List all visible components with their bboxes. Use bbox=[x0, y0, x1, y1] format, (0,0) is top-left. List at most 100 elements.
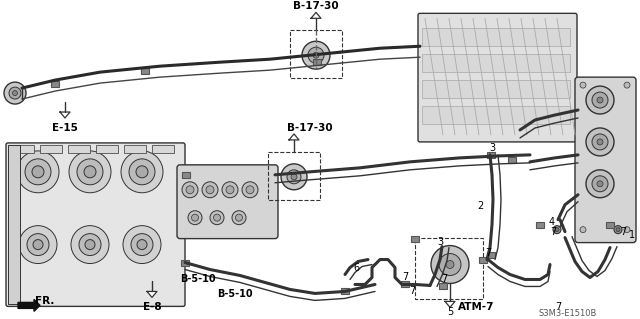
Polygon shape bbox=[18, 300, 40, 311]
Circle shape bbox=[580, 82, 586, 88]
Polygon shape bbox=[289, 134, 298, 139]
Circle shape bbox=[287, 170, 301, 184]
Circle shape bbox=[586, 128, 614, 156]
Circle shape bbox=[25, 159, 51, 185]
Circle shape bbox=[580, 226, 586, 233]
Circle shape bbox=[206, 186, 214, 194]
Circle shape bbox=[302, 41, 330, 69]
Circle shape bbox=[597, 97, 603, 103]
Circle shape bbox=[33, 240, 43, 249]
FancyBboxPatch shape bbox=[177, 165, 278, 239]
Text: 1: 1 bbox=[629, 230, 635, 240]
Bar bbox=[422, 106, 570, 124]
Circle shape bbox=[439, 254, 461, 276]
Circle shape bbox=[121, 151, 163, 193]
Circle shape bbox=[84, 166, 96, 178]
Circle shape bbox=[446, 261, 454, 269]
Circle shape bbox=[13, 91, 17, 96]
Bar bbox=[8, 145, 20, 304]
Circle shape bbox=[242, 182, 258, 198]
Circle shape bbox=[592, 134, 608, 150]
Text: 7: 7 bbox=[409, 286, 415, 296]
Circle shape bbox=[624, 82, 630, 88]
Bar bbox=[68, 145, 90, 153]
Text: 4: 4 bbox=[549, 217, 555, 227]
Text: B-5-10: B-5-10 bbox=[180, 274, 216, 285]
Circle shape bbox=[19, 226, 57, 263]
Bar bbox=[536, 222, 544, 228]
Bar bbox=[40, 145, 62, 153]
Circle shape bbox=[123, 226, 161, 263]
Circle shape bbox=[79, 234, 101, 256]
Bar bbox=[487, 252, 495, 257]
Polygon shape bbox=[445, 302, 454, 307]
Bar bbox=[479, 256, 487, 263]
Text: 3: 3 bbox=[489, 143, 495, 153]
Circle shape bbox=[246, 186, 254, 194]
Circle shape bbox=[27, 234, 49, 256]
Circle shape bbox=[597, 181, 603, 187]
Polygon shape bbox=[61, 113, 70, 117]
Circle shape bbox=[586, 86, 614, 114]
Bar bbox=[268, 152, 320, 200]
Circle shape bbox=[226, 186, 234, 194]
Bar bbox=[12, 145, 34, 153]
Circle shape bbox=[137, 240, 147, 249]
Text: 2: 2 bbox=[477, 201, 483, 211]
Circle shape bbox=[291, 174, 297, 180]
Circle shape bbox=[182, 182, 198, 198]
Text: 7: 7 bbox=[402, 272, 408, 283]
Bar bbox=[415, 238, 483, 300]
Circle shape bbox=[9, 87, 21, 99]
Text: B-17-30: B-17-30 bbox=[293, 1, 339, 11]
Circle shape bbox=[232, 211, 246, 225]
Circle shape bbox=[136, 166, 148, 178]
Bar bbox=[422, 28, 570, 46]
Text: 7: 7 bbox=[550, 226, 556, 237]
Bar bbox=[422, 54, 570, 72]
Circle shape bbox=[553, 226, 561, 234]
Text: ATM-7: ATM-7 bbox=[458, 302, 494, 312]
Circle shape bbox=[222, 182, 238, 198]
Bar bbox=[124, 145, 146, 153]
Circle shape bbox=[313, 52, 319, 58]
Circle shape bbox=[624, 226, 630, 233]
FancyBboxPatch shape bbox=[575, 77, 636, 242]
Circle shape bbox=[85, 240, 95, 249]
Text: 5: 5 bbox=[447, 308, 453, 317]
Bar bbox=[152, 145, 174, 153]
Bar bbox=[181, 260, 189, 265]
Text: FR.: FR. bbox=[35, 296, 54, 307]
Text: 7: 7 bbox=[620, 226, 626, 237]
Circle shape bbox=[77, 159, 103, 185]
Circle shape bbox=[191, 214, 198, 221]
Bar bbox=[401, 281, 409, 287]
Text: E-15: E-15 bbox=[52, 123, 78, 133]
Bar bbox=[313, 59, 321, 65]
Circle shape bbox=[592, 176, 608, 192]
Bar bbox=[290, 30, 342, 78]
Bar bbox=[141, 68, 149, 74]
Circle shape bbox=[71, 226, 109, 263]
Bar bbox=[606, 222, 614, 228]
Circle shape bbox=[431, 246, 469, 284]
Text: S3M3-E1510B: S3M3-E1510B bbox=[539, 309, 597, 318]
Circle shape bbox=[236, 214, 243, 221]
Text: 3: 3 bbox=[437, 237, 443, 247]
Text: 7: 7 bbox=[485, 248, 491, 257]
Circle shape bbox=[17, 151, 59, 193]
FancyBboxPatch shape bbox=[418, 13, 577, 142]
Circle shape bbox=[555, 228, 559, 232]
Bar bbox=[341, 288, 349, 294]
Circle shape bbox=[131, 234, 153, 256]
Bar bbox=[182, 172, 190, 178]
Circle shape bbox=[281, 164, 307, 190]
Circle shape bbox=[308, 47, 324, 63]
Circle shape bbox=[597, 139, 603, 145]
Circle shape bbox=[210, 211, 224, 225]
Text: 6: 6 bbox=[353, 263, 359, 272]
Circle shape bbox=[129, 159, 155, 185]
Circle shape bbox=[616, 228, 620, 232]
Circle shape bbox=[592, 92, 608, 108]
Circle shape bbox=[186, 186, 194, 194]
